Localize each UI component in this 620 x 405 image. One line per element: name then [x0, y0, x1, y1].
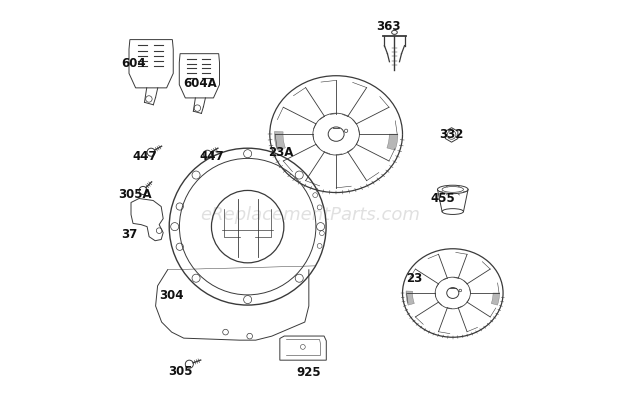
Text: 23A: 23A: [268, 146, 293, 159]
Polygon shape: [491, 293, 500, 305]
Text: 305: 305: [169, 365, 193, 378]
Text: 604: 604: [121, 57, 146, 70]
Text: 447: 447: [132, 150, 157, 163]
Polygon shape: [275, 131, 285, 150]
Text: 37: 37: [121, 228, 137, 241]
Text: 305A: 305A: [118, 188, 151, 201]
Text: 455: 455: [431, 192, 456, 205]
Text: 604A: 604A: [184, 77, 217, 90]
Text: 304: 304: [159, 288, 184, 301]
Text: 447: 447: [200, 150, 224, 163]
Text: 23: 23: [407, 273, 423, 286]
Text: 332: 332: [439, 128, 463, 141]
Polygon shape: [387, 134, 398, 150]
Text: eReplacementParts.com: eReplacementParts.com: [200, 206, 420, 224]
Text: 925: 925: [296, 366, 321, 379]
Text: 363: 363: [376, 20, 401, 33]
Polygon shape: [406, 291, 414, 305]
